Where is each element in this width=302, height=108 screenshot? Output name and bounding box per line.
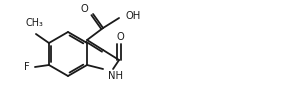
Text: OH: OH — [125, 11, 140, 21]
Text: NH: NH — [108, 71, 123, 81]
Text: O: O — [116, 32, 124, 42]
Text: F: F — [24, 62, 30, 72]
Text: CH₃: CH₃ — [25, 18, 43, 28]
Text: O: O — [80, 4, 88, 14]
